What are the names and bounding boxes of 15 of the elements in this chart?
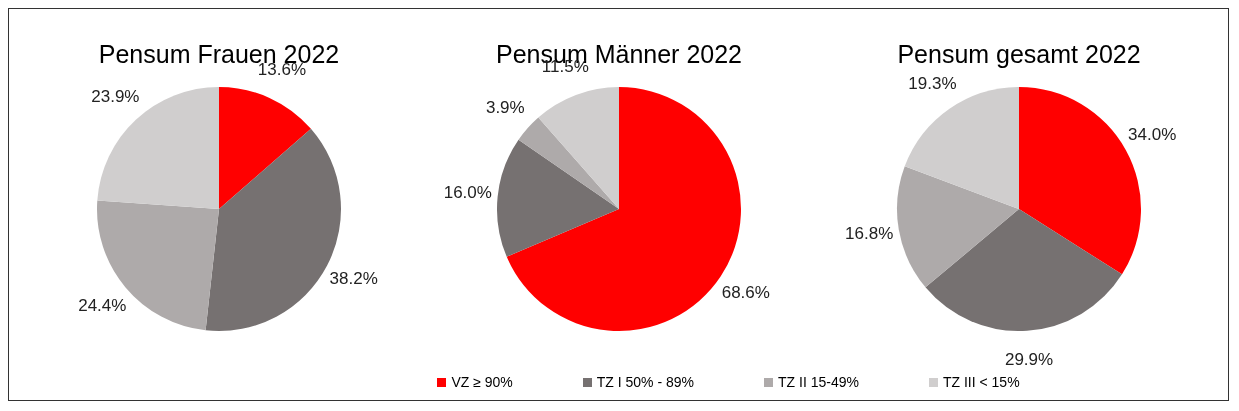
legend-label: TZ I 50% - 89% — [596, 374, 695, 390]
data-label: 29.9% — [1004, 350, 1054, 370]
data-label: 16.8% — [845, 224, 894, 244]
data-label: 68.6% — [721, 282, 770, 302]
legend-label: TZ II 15-49% — [778, 374, 859, 390]
data-label: 19.3% — [908, 73, 957, 93]
legend-label: VZ ≥ 90% — [451, 374, 513, 390]
data-label: 38.2% — [329, 269, 378, 289]
data-label: 3.9% — [485, 97, 525, 117]
chart-title: Pensum gesamt 2022 — [897, 39, 1141, 68]
data-label: 16.0% — [443, 183, 492, 203]
legend-label: TZ III < 15% — [942, 374, 1020, 390]
data-label: 34.0% — [1128, 125, 1177, 145]
data-label: 24.4% — [78, 296, 127, 316]
data-label: 23.9% — [91, 87, 140, 107]
